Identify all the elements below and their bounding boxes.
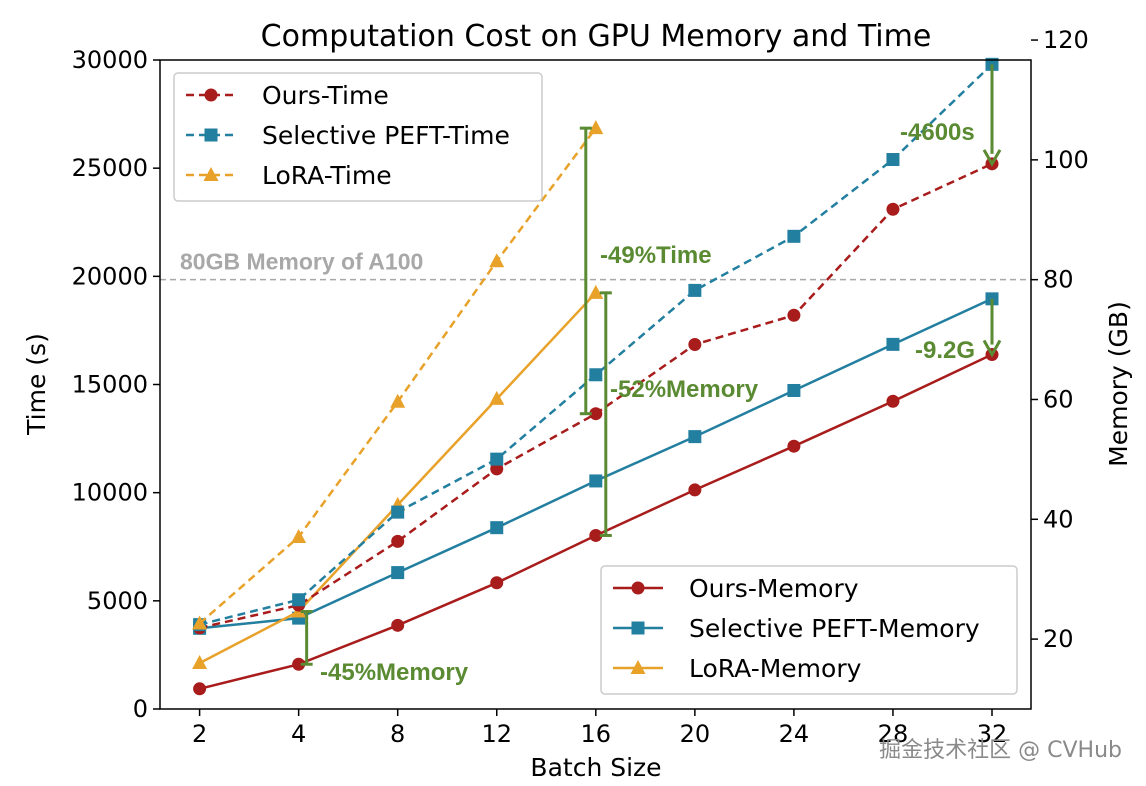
lora-memory-point-12: [489, 390, 505, 405]
y-left-tick-label-0: 0: [133, 695, 148, 723]
x-axis: 2 4 8 12 16 20 24 28 32: [192, 709, 1007, 748]
x-tick-label-16: 16: [581, 720, 612, 748]
x-tick-label-4: 4: [291, 720, 306, 748]
y-axis-left: 0 5000 10000 15000 20000 25000 30000: [72, 46, 160, 723]
ours-memory-point-2: [193, 682, 207, 696]
lora-time-point-16: [588, 120, 604, 135]
legend-time-box: [173, 72, 543, 202]
legend-time-marker-selective-peft-time: [204, 128, 218, 142]
x-tick-label-8: 8: [390, 720, 405, 748]
legend-memory-marker-lora-memory: [630, 660, 646, 674]
chart-title: Computation Cost on GPU Memory and Time: [261, 19, 932, 54]
legend-memory-marker-selective-peft-memory: [631, 621, 645, 635]
y-left-tick-label-10000: 10000: [72, 479, 148, 507]
legend-time-label-ours-time: Ours-Time: [262, 81, 389, 110]
selective-peft-time-point-24: [787, 229, 801, 243]
ours-time-point-20: [688, 337, 702, 351]
series-layer: [192, 57, 999, 696]
lora-time-point-2: [192, 615, 208, 630]
x-tick-label-12: 12: [481, 720, 512, 748]
annotation-memory-16-label: -52%Memory: [610, 376, 759, 403]
legend-time-label-selective-peft-time: Selective PEFT-Time: [262, 121, 510, 150]
selective-peft-memory-point-20: [688, 430, 702, 444]
lora-memory-point-16: [588, 284, 604, 299]
selective-peft-memory-point-28: [886, 337, 900, 351]
lora-time-point-12: [489, 253, 505, 268]
lora-time-point-4: [291, 529, 307, 544]
ours-memory-point-8: [391, 618, 405, 632]
annotation-memory-4-label: -45%Memory: [320, 659, 469, 686]
x-axis-label: Batch Size: [530, 753, 661, 782]
ours-time-point-16: [589, 407, 603, 421]
y-left-tick-label-25000: 25000: [72, 154, 148, 182]
y-axis-right-label: Memory (GB): [1104, 301, 1133, 467]
lora-time-line: [198, 127, 597, 625]
legend-memory-label-ours-memory: Ours-Memory: [689, 574, 859, 603]
ours-time-point-8: [391, 534, 405, 548]
legend-memory-box: [600, 565, 1018, 695]
lora-time-point-8: [390, 393, 406, 408]
lora-memory-point-2: [192, 655, 208, 670]
x-tick-label-28: 28: [878, 720, 909, 748]
annotation-time-32-arrow-head: [982, 149, 1002, 167]
y-axis-right: 20 40 60 80 100 120: [1031, 26, 1089, 653]
y-left-tick-label-15000: 15000: [72, 371, 148, 399]
selective-peft-time-point-16: [589, 368, 603, 382]
x-tick-label-24: 24: [779, 720, 810, 748]
selective-peft-memory-point-12: [490, 521, 504, 535]
ours-memory-point-16: [589, 528, 603, 542]
y-right-tick-label-40: 40: [1043, 505, 1074, 533]
legend-time: Ours-Time Selective PEFT-Time LoRA-Time: [173, 72, 543, 202]
x-tick-label-32: 32: [977, 720, 1008, 748]
ours-time-line: [199, 162, 993, 630]
selective-peft-time-line: [199, 63, 993, 626]
selective-peft-memory-point-16: [589, 474, 603, 488]
selective-peft-time-point-28: [886, 153, 900, 167]
legend-memory-marker-ours-memory: [631, 581, 645, 595]
y-left-tick-label-20000: 20000: [72, 262, 148, 290]
selective-peft-time-point-20: [688, 283, 702, 297]
legend-memory-label-lora-memory: LoRA-Memory: [689, 654, 862, 683]
y-right-tick-label-60: 60: [1043, 385, 1074, 413]
legend-time-marker-lora-time: [203, 167, 219, 181]
lora-memory-line: [199, 291, 597, 665]
selective-peft-memory-point-24: [787, 383, 801, 397]
y-right-tick-label-120: 120: [1043, 26, 1089, 54]
selective-peft-memory-point-8: [391, 566, 405, 580]
y-axis-left-label: Time (s): [22, 333, 51, 436]
y-left-tick-label-5000: 5000: [87, 587, 148, 615]
selective-peft-time-point-4: [292, 593, 306, 607]
annotation-memory-32-arrow-head: [982, 339, 1002, 358]
ours-memory-point-20: [688, 483, 702, 497]
annotation-layer: -4600s -49%Time -52%Memory -9.2G -45%Memory: [300, 64, 1002, 686]
reference-line-label: 80GB Memory of A100: [180, 249, 423, 275]
ours-memory-point-4: [292, 657, 306, 671]
legend-time-marker-ours-time: [204, 88, 218, 102]
y-left-tick-label-30000: 30000: [72, 46, 148, 74]
selective-peft-time-point-12: [490, 452, 504, 466]
reference-line-layer: 80GB Memory of A100: [160, 249, 1031, 281]
ours-time-point-24: [787, 308, 801, 322]
y-right-tick-label-20: 20: [1043, 625, 1074, 653]
ours-memory-point-28: [886, 394, 900, 408]
legend-memory: Ours-Memory Selective PEFT-Memory LoRA-Mem…: [600, 565, 1018, 695]
y-right-tick-label-100: 100: [1043, 146, 1089, 174]
annotation-time-32-label: -4600s: [900, 119, 975, 146]
annotation-memory-32-label: -9.2G: [915, 337, 975, 364]
y-right-tick-label-80: 80: [1043, 266, 1074, 294]
watermark: 掘金技术社区 @ CVHub: [879, 738, 1122, 763]
ours-time-point-28: [886, 202, 900, 216]
ours-memory-point-24: [787, 439, 801, 453]
ours-memory-point-12: [490, 576, 504, 590]
legend-time-label-lora-time: LoRA-Time: [262, 161, 392, 190]
x-tick-label-2: 2: [192, 720, 207, 748]
selective-peft-time-point-8: [391, 505, 405, 519]
annotation-time-16-label: -49%Time: [600, 242, 712, 269]
x-tick-label-20: 20: [680, 720, 711, 748]
legend-memory-label-selective-peft-memory: Selective PEFT-Memory: [689, 614, 980, 643]
